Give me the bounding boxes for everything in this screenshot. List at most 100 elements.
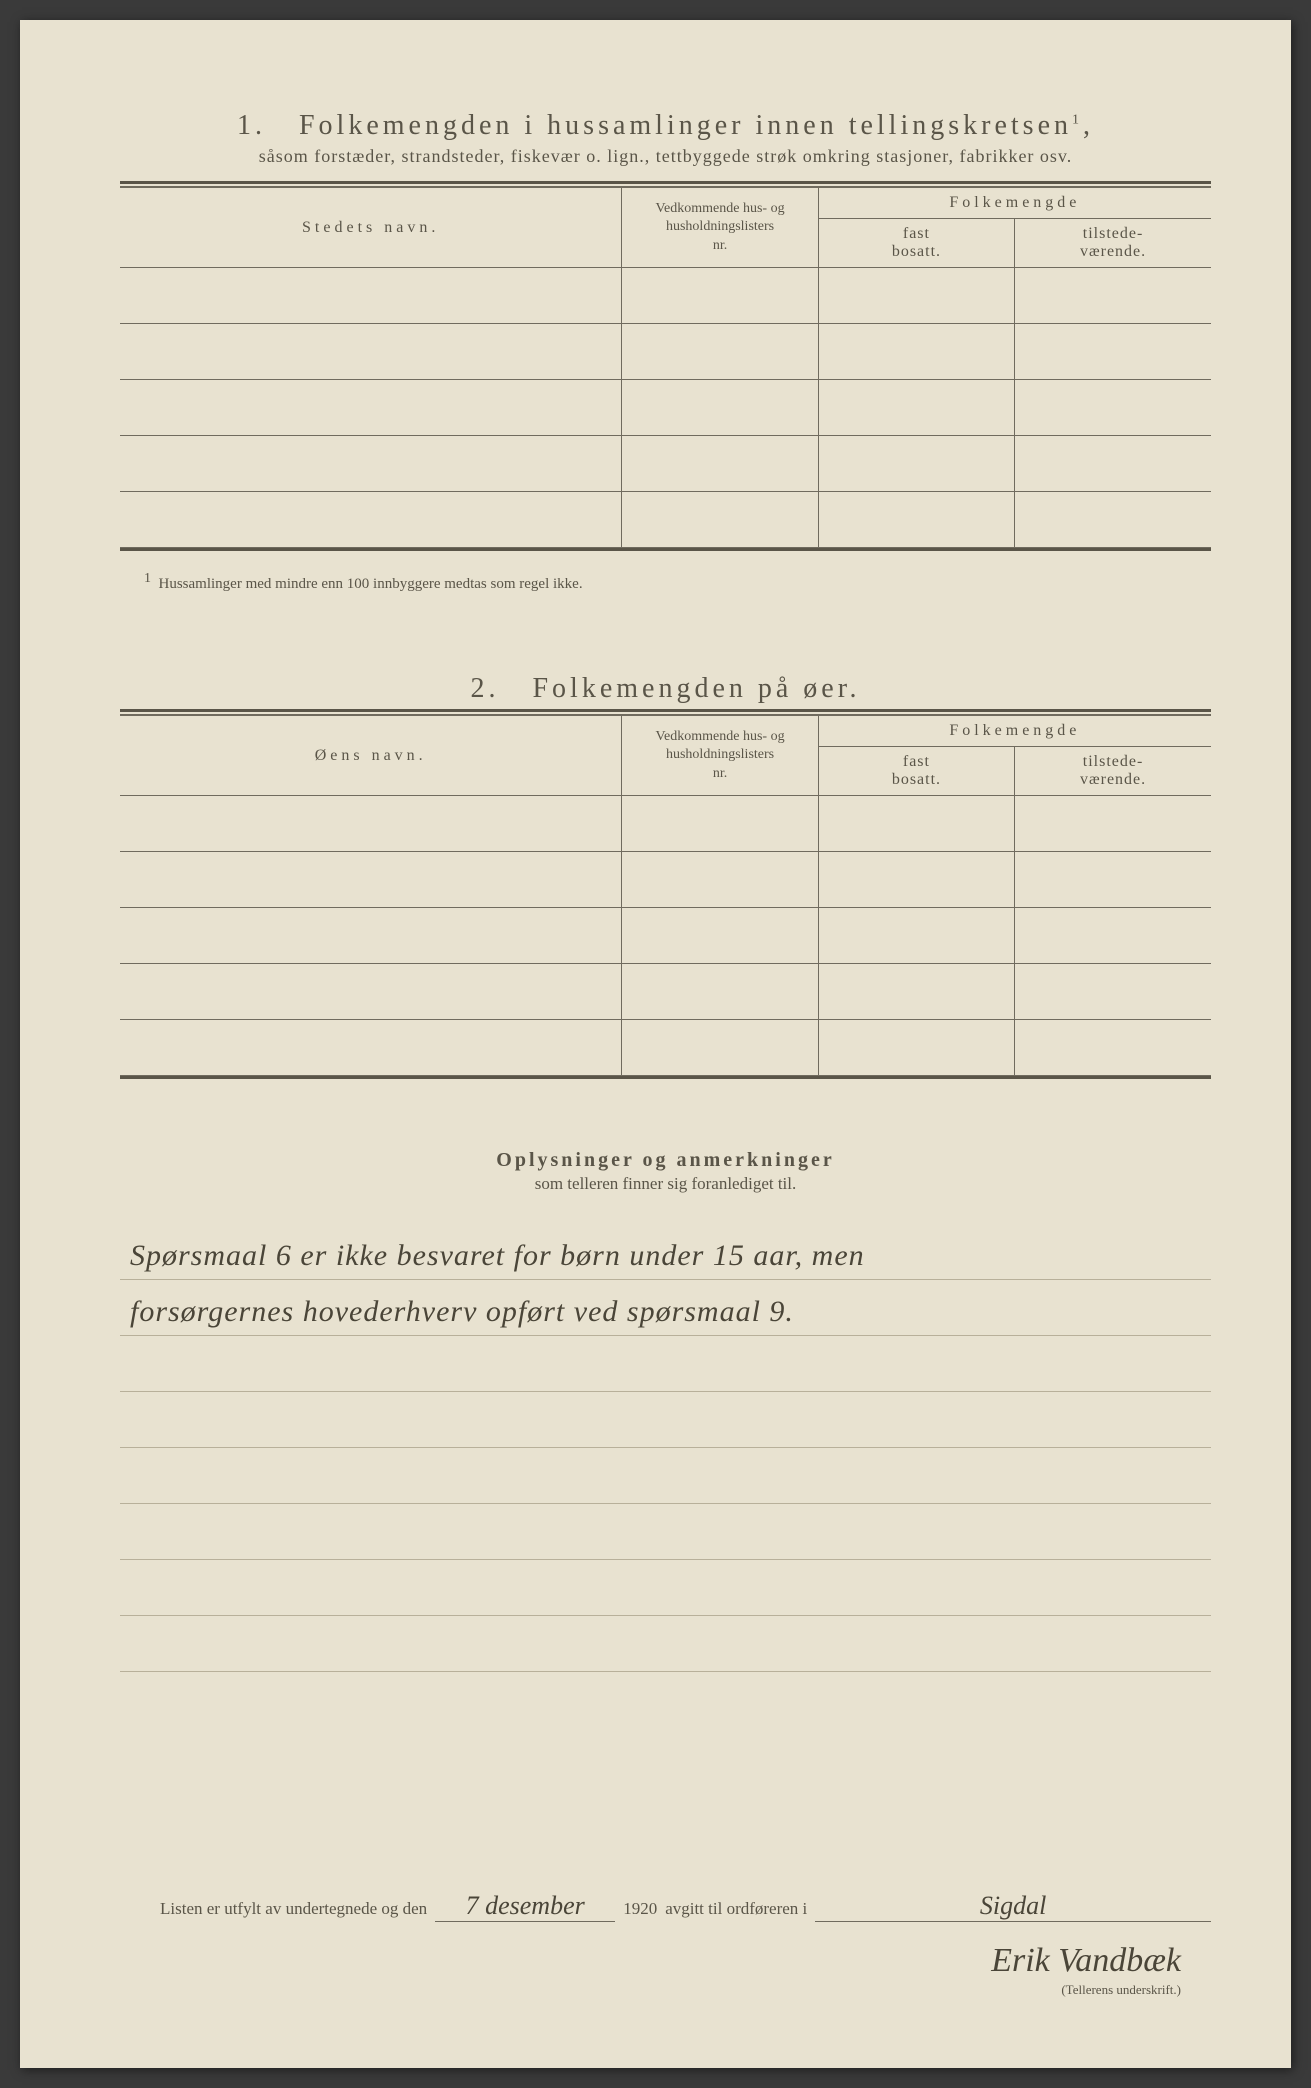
husnr2-line2: husholdningslisters bbox=[630, 746, 809, 764]
sig-year: 1920 bbox=[623, 1899, 657, 1919]
rule bbox=[120, 548, 1211, 551]
census-form-page: 1. Folkemengden i hussamlinger innen tel… bbox=[20, 20, 1291, 2068]
table-cell bbox=[622, 796, 818, 852]
section2-title-text: Folkemengden på øer. bbox=[532, 673, 860, 704]
husnr-line1: Vedkommende hus- og bbox=[630, 200, 809, 218]
table-cell bbox=[1015, 324, 1211, 380]
section1-title: 1. Folkemengden i hussamlinger innen tel… bbox=[120, 110, 1211, 142]
section2-title: 2. Folkemengden på øer. bbox=[120, 673, 1211, 705]
section1-tbody bbox=[120, 268, 1211, 548]
table-cell bbox=[120, 324, 622, 380]
table-cell bbox=[622, 436, 818, 492]
table-cell bbox=[120, 964, 622, 1020]
signature-name: Erik Vandbæk bbox=[160, 1942, 1181, 1980]
oplysninger-title: Oplysninger og anmerkninger bbox=[120, 1149, 1211, 1172]
table-cell bbox=[120, 268, 622, 324]
table-cell bbox=[1015, 908, 1211, 964]
table-row bbox=[120, 1020, 1211, 1076]
tilstede2-line2: værende. bbox=[1023, 771, 1203, 789]
fast2-line2: bosatt. bbox=[827, 771, 1006, 789]
table-cell bbox=[818, 268, 1014, 324]
table-cell bbox=[622, 380, 818, 436]
section1-table: Stedets navn. Vedkommende hus- og hushol… bbox=[120, 187, 1211, 548]
writing-line bbox=[120, 1448, 1211, 1504]
table-cell bbox=[818, 964, 1014, 1020]
table-cell bbox=[120, 492, 622, 548]
col-header-husnr: Vedkommende hus- og husholdningslisters … bbox=[622, 188, 818, 268]
col-header-name: Stedets navn. bbox=[120, 188, 622, 268]
fast-line2: bosatt. bbox=[827, 243, 1006, 261]
section2-number: 2. bbox=[470, 673, 499, 704]
footnote-text: Hussamlinger med mindre enn 100 innbygge… bbox=[159, 576, 583, 592]
table-cell bbox=[1015, 796, 1211, 852]
signature-caption: (Tellerens underskrift.) bbox=[160, 1982, 1181, 1998]
table-row bbox=[120, 908, 1211, 964]
table-row bbox=[120, 492, 1211, 548]
table-cell bbox=[818, 796, 1014, 852]
section1-subtitle: såsom forstæder, strandsteder, fiskevær … bbox=[120, 146, 1211, 167]
table-cell bbox=[818, 852, 1014, 908]
writing-line: Spørsmaal 6 er ikke besvaret for børn un… bbox=[120, 1224, 1211, 1280]
table-row bbox=[120, 796, 1211, 852]
writing-line: forsørgernes hovederhverv opført ved spø… bbox=[120, 1280, 1211, 1336]
table-cell bbox=[120, 380, 622, 436]
table-row bbox=[120, 268, 1211, 324]
oplysninger-subtitle: som telleren finner sig foranlediget til… bbox=[120, 1174, 1211, 1194]
signature-block: Listen er utfylt av undertegnede og den … bbox=[160, 1891, 1211, 1998]
section2: 2. Folkemengden på øer. Øens navn. Vedko… bbox=[120, 673, 1211, 1079]
table-cell bbox=[818, 324, 1014, 380]
col-header-fast2: fast bosatt. bbox=[818, 747, 1014, 796]
section2-tbody bbox=[120, 796, 1211, 1076]
col-header-husnr2: Vedkommende hus- og husholdningslisters … bbox=[622, 716, 818, 796]
handwritten-text: Spørsmaal 6 er ikke besvaret for børn un… bbox=[130, 1239, 865, 1273]
footnote-marker: 1 bbox=[144, 571, 151, 586]
husnr2-line3: nr. bbox=[630, 765, 809, 783]
col-header-tilstede: tilstede- værende. bbox=[1015, 219, 1211, 268]
col-header-fast: fast bosatt. bbox=[818, 219, 1014, 268]
writing-line bbox=[120, 1392, 1211, 1448]
table-row bbox=[120, 852, 1211, 908]
signature-line: Listen er utfylt av undertegnede og den … bbox=[160, 1891, 1211, 1922]
handwritten-text: forsørgernes hovederhverv opført ved spø… bbox=[130, 1295, 794, 1329]
table-cell bbox=[622, 908, 818, 964]
tilstede2-line1: tilstede- bbox=[1023, 753, 1203, 771]
table-cell bbox=[818, 1020, 1014, 1076]
table-cell bbox=[1015, 964, 1211, 1020]
writing-line bbox=[120, 1336, 1211, 1392]
table-row bbox=[120, 324, 1211, 380]
col-header-folkemengde2: Folkemengde bbox=[818, 716, 1211, 747]
table-cell bbox=[120, 908, 622, 964]
oplysninger-section: Oplysninger og anmerkninger som telleren… bbox=[120, 1149, 1211, 1672]
table-cell bbox=[1015, 436, 1211, 492]
section1-title-text: Folkemengden i hussamlinger innen tellin… bbox=[299, 110, 1072, 141]
table-cell bbox=[622, 324, 818, 380]
sig-place: Sigdal bbox=[815, 1891, 1211, 1922]
table-cell bbox=[120, 436, 622, 492]
sig-date: 7 desember bbox=[435, 1891, 615, 1922]
writing-line bbox=[120, 1560, 1211, 1616]
tilstede-line1: tilstede- bbox=[1023, 225, 1203, 243]
table-cell bbox=[120, 796, 622, 852]
table-cell bbox=[818, 436, 1014, 492]
table-cell bbox=[1015, 492, 1211, 548]
table-cell bbox=[622, 268, 818, 324]
col-header-tilstede2: tilstede- værende. bbox=[1015, 747, 1211, 796]
table-cell bbox=[818, 380, 1014, 436]
table-cell bbox=[120, 852, 622, 908]
table-cell bbox=[818, 492, 1014, 548]
table-cell bbox=[120, 1020, 622, 1076]
table-cell bbox=[1015, 852, 1211, 908]
fast-line1: fast bbox=[827, 225, 1006, 243]
husnr-line3: nr. bbox=[630, 237, 809, 255]
tilstede-line2: værende. bbox=[1023, 243, 1203, 261]
table-cell bbox=[1015, 268, 1211, 324]
table-cell bbox=[622, 492, 818, 548]
section2-table: Øens navn. Vedkommende hus- og husholdni… bbox=[120, 715, 1211, 1076]
table-cell bbox=[622, 1020, 818, 1076]
table-cell bbox=[818, 908, 1014, 964]
rule bbox=[120, 709, 1211, 712]
table-row bbox=[120, 436, 1211, 492]
table-row bbox=[120, 380, 1211, 436]
table-cell bbox=[1015, 380, 1211, 436]
oplysninger-lines: Spørsmaal 6 er ikke besvaret for børn un… bbox=[120, 1224, 1211, 1672]
